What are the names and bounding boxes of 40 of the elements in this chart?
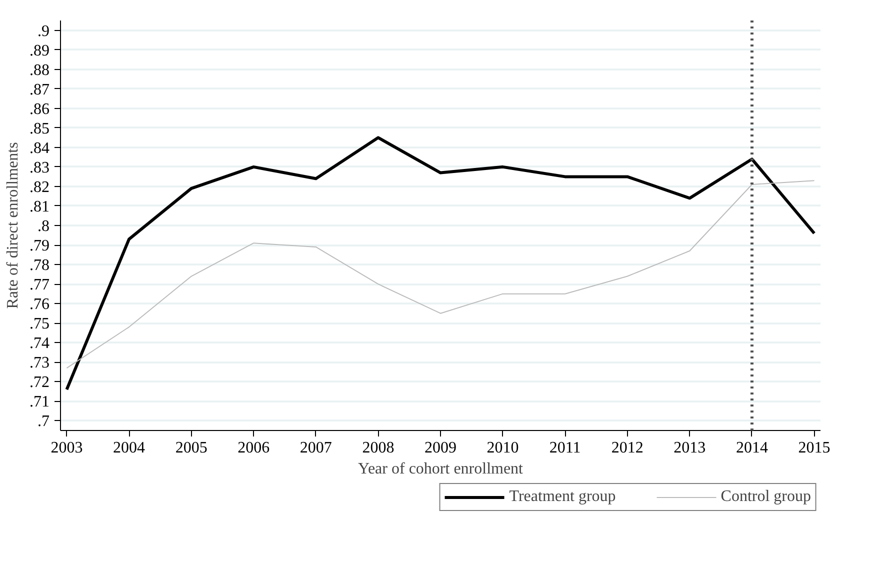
legend-label: Control group (720, 488, 811, 506)
y-tick-label: .84 (30, 140, 50, 157)
x-tick-label: 2014 (736, 440, 768, 456)
x-tick-label: 2011 (549, 440, 581, 456)
y-axis-title: Rate of direct enrollments (4, 142, 22, 309)
y-tick-label: .83 (30, 159, 50, 176)
y-tick-label: .71 (30, 394, 50, 411)
x-tick-label: 2009 (424, 440, 456, 456)
x-tick-label: 2004 (113, 440, 146, 456)
y-tick-label: .78 (30, 257, 50, 274)
y-tick-label: .8 (38, 218, 50, 235)
y-tick-label: .7 (38, 413, 50, 430)
y-tick-label: .79 (30, 238, 50, 255)
y-tick-label: .86 (30, 100, 50, 118)
x-tick-label: 2015 (798, 440, 830, 456)
y-tick-label: .76 (30, 296, 50, 314)
y-tick-label: .74 (30, 335, 50, 352)
y-tick-label: .87 (30, 81, 50, 98)
y-tick-label: .73 (30, 354, 50, 372)
y-tick-label: .77 (30, 276, 50, 294)
line-series (66, 180, 815, 369)
x-tick-label: 2006 (238, 440, 270, 456)
x-axis-title: Year of cohort enrollment (358, 460, 524, 478)
y-tick-label: .89 (30, 42, 50, 60)
x-tick-label: 2013 (674, 440, 706, 456)
x-tick-label: 2012 (611, 440, 644, 456)
x-tick-label: 2010 (486, 440, 519, 456)
y-tick-label: .9 (38, 22, 50, 40)
legend-label: Treatment group (509, 488, 616, 506)
x-tick-label: 2005 (175, 440, 208, 456)
x-tick-label: 2008 (362, 440, 394, 456)
x-tick-label: 2007 (300, 440, 332, 456)
y-tick-label: .88 (30, 62, 50, 79)
y-tick-label: .85 (30, 120, 50, 138)
y-tick-label: .72 (30, 374, 50, 392)
y-tick-label: .82 (30, 178, 50, 196)
x-tick-label: 2003 (50, 440, 83, 456)
y-tick-label: .81 (30, 198, 50, 216)
line-series (65, 136, 816, 391)
y-tick-label: .75 (30, 316, 50, 333)
